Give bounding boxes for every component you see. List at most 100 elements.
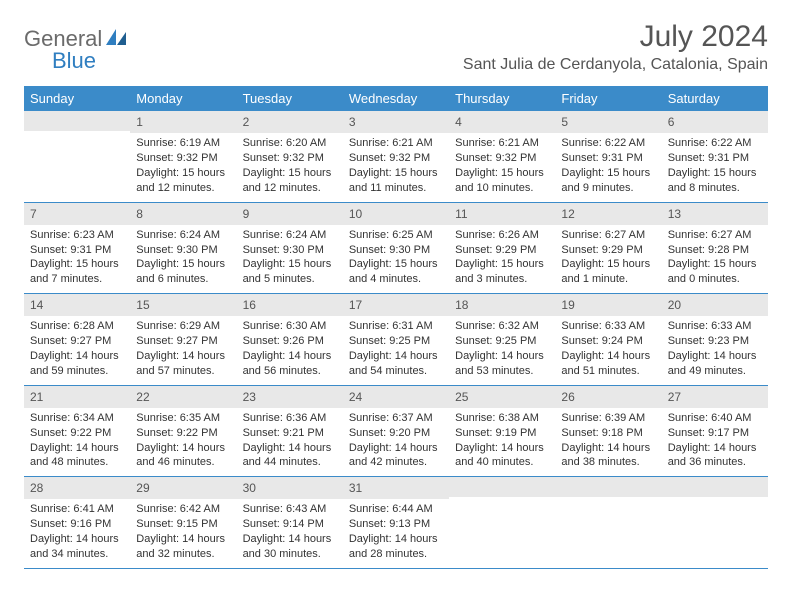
day-number: 30 <box>237 477 343 499</box>
calendar-day-cell: 11Sunrise: 6:26 AMSunset: 9:29 PMDayligh… <box>449 202 555 294</box>
sunset-text: Sunset: 9:25 PM <box>349 334 443 349</box>
sunset-text: Sunset: 9:30 PM <box>136 243 230 258</box>
sunrise-text: Sunrise: 6:41 AM <box>30 502 124 517</box>
sunset-text: Sunset: 9:28 PM <box>668 243 762 258</box>
day-number <box>449 477 555 497</box>
sunrise-text: Sunrise: 6:40 AM <box>668 411 762 426</box>
calendar-day-cell: 10Sunrise: 6:25 AMSunset: 9:30 PMDayligh… <box>343 202 449 294</box>
sunset-text: Sunset: 9:23 PM <box>668 334 762 349</box>
sunset-text: Sunset: 9:31 PM <box>30 243 124 258</box>
day-number: 10 <box>343 203 449 225</box>
daylight-text: Daylight: 14 hours and 34 minutes. <box>30 532 124 562</box>
calendar-day-cell: 1Sunrise: 6:19 AMSunset: 9:32 PMDaylight… <box>130 111 236 202</box>
sunrise-text: Sunrise: 6:38 AM <box>455 411 549 426</box>
calendar-day-cell: 7Sunrise: 6:23 AMSunset: 9:31 PMDaylight… <box>24 202 130 294</box>
calendar-day-cell <box>555 477 661 569</box>
sunrise-text: Sunrise: 6:20 AM <box>243 136 337 151</box>
sunrise-text: Sunrise: 6:22 AM <box>668 136 762 151</box>
calendar-day-cell: 18Sunrise: 6:32 AMSunset: 9:25 PMDayligh… <box>449 294 555 386</box>
calendar-day-cell <box>24 111 130 202</box>
calendar-day-cell: 16Sunrise: 6:30 AMSunset: 9:26 PMDayligh… <box>237 294 343 386</box>
daylight-text: Daylight: 14 hours and 42 minutes. <box>349 441 443 471</box>
day-content: Sunrise: 6:31 AMSunset: 9:25 PMDaylight:… <box>343 316 449 384</box>
day-number: 8 <box>130 203 236 225</box>
day-content: Sunrise: 6:24 AMSunset: 9:30 PMDaylight:… <box>130 225 236 293</box>
calendar-day-cell: 25 Sunrise: 6:38 AMSunset: 9:19 PMDayligh… <box>449 385 555 477</box>
sunrise-text: Sunrise: 6:25 AM <box>349 228 443 243</box>
calendar-day-cell: 31Sunrise: 6:44 AMSunset: 9:13 PMDayligh… <box>343 477 449 569</box>
sunrise-text: Sunrise: 6:27 AM <box>561 228 655 243</box>
daylight-text: Daylight: 14 hours and 48 minutes. <box>30 441 124 471</box>
sunset-text: Sunset: 9:31 PM <box>561 151 655 166</box>
sunset-text: Sunset: 9:31 PM <box>668 151 762 166</box>
day-number: 29 <box>130 477 236 499</box>
calendar-day-cell: 28Sunrise: 6:41 AMSunset: 9:16 PMDayligh… <box>24 477 130 569</box>
day-number <box>24 111 130 131</box>
daylight-text: Daylight: 14 hours and 51 minutes. <box>561 349 655 379</box>
calendar-week-row: 7Sunrise: 6:23 AMSunset: 9:31 PMDaylight… <box>24 202 768 294</box>
day-number: 11 <box>449 203 555 225</box>
sunrise-text: Sunrise: 6:43 AM <box>243 502 337 517</box>
day-content: Sunrise: 6:42 AMSunset: 9:15 PMDaylight:… <box>130 499 236 567</box>
day-number: 16 <box>237 294 343 316</box>
sunset-text: Sunset: 9:21 PM <box>243 426 337 441</box>
day-content: Sunrise: 6:22 AMSunset: 9:31 PMDaylight:… <box>555 133 661 201</box>
day-number: 25 <box>449 386 555 408</box>
calendar-day-cell: 12Sunrise: 6:27 AMSunset: 9:29 PMDayligh… <box>555 202 661 294</box>
daylight-text: Daylight: 14 hours and 56 minutes. <box>243 349 337 379</box>
calendar-day-cell: 6Sunrise: 6:22 AMSunset: 9:31 PMDaylight… <box>662 111 768 202</box>
calendar-day-cell: 24Sunrise: 6:37 AMSunset: 9:20 PMDayligh… <box>343 385 449 477</box>
sunset-text: Sunset: 9:15 PM <box>136 517 230 532</box>
day-content: Sunrise: 6:36 AMSunset: 9:21 PMDaylight:… <box>237 408 343 476</box>
sunrise-text: Sunrise: 6:39 AM <box>561 411 655 426</box>
daylight-text: Daylight: 15 hours and 3 minutes. <box>455 257 549 287</box>
day-number: 31 <box>343 477 449 499</box>
day-number: 4 <box>449 111 555 133</box>
day-content: Sunrise: 6:26 AMSunset: 9:29 PMDaylight:… <box>449 225 555 293</box>
sunrise-text: Sunrise: 6:27 AM <box>668 228 762 243</box>
daylight-text: Daylight: 14 hours and 46 minutes. <box>136 441 230 471</box>
day-number: 6 <box>662 111 768 133</box>
day-content: Sunrise: 6:22 AMSunset: 9:31 PMDaylight:… <box>662 133 768 201</box>
daylight-text: Daylight: 15 hours and 7 minutes. <box>30 257 124 287</box>
day-content: Sunrise: 6:29 AMSunset: 9:27 PMDaylight:… <box>130 316 236 384</box>
sunset-text: Sunset: 9:24 PM <box>561 334 655 349</box>
calendar-day-cell: 3Sunrise: 6:21 AMSunset: 9:32 PMDaylight… <box>343 111 449 202</box>
day-content: Sunrise: 6:35 AMSunset: 9:22 PMDaylight:… <box>130 408 236 476</box>
calendar-day-cell <box>449 477 555 569</box>
daylight-text: Daylight: 14 hours and 57 minutes. <box>136 349 230 379</box>
day-content: Sunrise: 6:28 AMSunset: 9:27 PMDaylight:… <box>24 316 130 384</box>
sunset-text: Sunset: 9:13 PM <box>349 517 443 532</box>
day-number: 28 <box>24 477 130 499</box>
day-content: Sunrise: 6:21 AMSunset: 9:32 PMDaylight:… <box>449 133 555 201</box>
calendar-day-cell: 30Sunrise: 6:43 AMSunset: 9:14 PMDayligh… <box>237 477 343 569</box>
day-number: 7 <box>24 203 130 225</box>
daylight-text: Daylight: 14 hours and 28 minutes. <box>349 532 443 562</box>
day-content: Sunrise: 6:33 AMSunset: 9:23 PMDaylight:… <box>662 316 768 384</box>
sunrise-text: Sunrise: 6:42 AM <box>136 502 230 517</box>
daylight-text: Daylight: 15 hours and 6 minutes. <box>136 257 230 287</box>
daylight-text: Daylight: 15 hours and 0 minutes. <box>668 257 762 287</box>
calendar-day-cell <box>662 477 768 569</box>
calendar-week-row: 14Sunrise: 6:28 AMSunset: 9:27 PMDayligh… <box>24 294 768 386</box>
day-content: Sunrise: 6:27 AMSunset: 9:29 PMDaylight:… <box>555 225 661 293</box>
sunset-text: Sunset: 9:32 PM <box>243 151 337 166</box>
daylight-text: Daylight: 14 hours and 32 minutes. <box>136 532 230 562</box>
calendar-day-cell: 15Sunrise: 6:29 AMSunset: 9:27 PMDayligh… <box>130 294 236 386</box>
daylight-text: Daylight: 14 hours and 54 minutes. <box>349 349 443 379</box>
calendar-day-cell: 8Sunrise: 6:24 AMSunset: 9:30 PMDaylight… <box>130 202 236 294</box>
daylight-text: Daylight: 14 hours and 40 minutes. <box>455 441 549 471</box>
day-number: 3 <box>343 111 449 133</box>
weekday-header: Tuesday <box>237 86 343 111</box>
day-content: Sunrise: 6:33 AMSunset: 9:24 PMDaylight:… <box>555 316 661 384</box>
day-content: Sunrise: 6:34 AMSunset: 9:22 PMDaylight:… <box>24 408 130 476</box>
sunset-text: Sunset: 9:30 PM <box>349 243 443 258</box>
sunset-text: Sunset: 9:19 PM <box>455 426 549 441</box>
calendar-week-row: 28Sunrise: 6:41 AMSunset: 9:16 PMDayligh… <box>24 477 768 569</box>
sunset-text: Sunset: 9:32 PM <box>136 151 230 166</box>
logo-text-blue: Blue <box>52 48 96 73</box>
sunset-text: Sunset: 9:32 PM <box>455 151 549 166</box>
day-number: 20 <box>662 294 768 316</box>
daylight-text: Daylight: 14 hours and 30 minutes. <box>243 532 337 562</box>
day-content: Sunrise: 6:27 AMSunset: 9:28 PMDaylight:… <box>662 225 768 293</box>
